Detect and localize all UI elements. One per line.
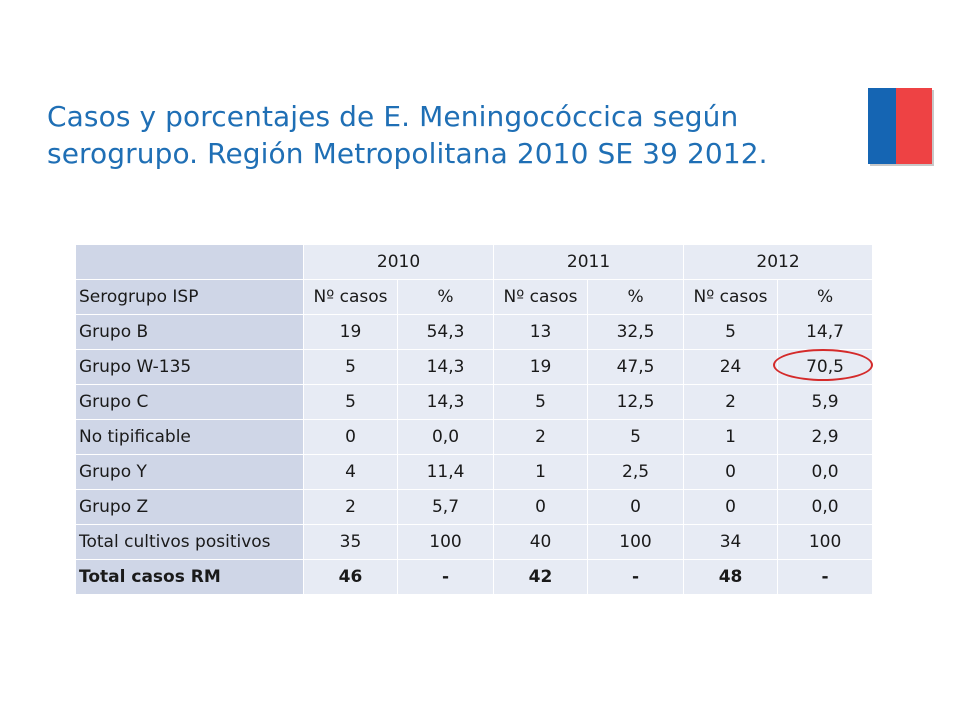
cell-cases-2010: 5 [303, 349, 398, 385]
cell-cases-2012: 5 [683, 314, 779, 350]
cell-cases-2010: 4 [303, 454, 398, 490]
cell-cases-2012: 2 [683, 384, 779, 420]
table-row: Total casos RM 46-42-48- [75, 559, 874, 595]
year-header-row: 2010 2011 2012 [75, 244, 874, 280]
table-row: Grupo Y 4 11,4 1 2,5 0 0,0 [75, 454, 874, 490]
cases-header-2011: Nº casos [493, 279, 589, 315]
table-body: Grupo B 19 54,3 13 32,5 5 14,7 Grupo W-135 5 14,3… [75, 314, 874, 595]
corner-cell [75, 244, 304, 280]
row-label: Grupo C [75, 384, 304, 420]
cell-percent-2011: 12,5 [587, 384, 685, 420]
cell-cases-2012: 0 [683, 454, 779, 490]
cell-percent-2010: 100 [396, 524, 495, 560]
slide-title-line-2: serogrupo. Región Metropolitana 2010 SE … [47, 137, 768, 170]
cell-cases-2012: 48 [683, 559, 779, 595]
cell-cases-2010: 5 [303, 384, 398, 420]
cell-cases-2011: 19 [493, 349, 589, 385]
cell-percent-2010: 14,3 [396, 384, 495, 420]
cell-percent-2011: - [587, 559, 685, 595]
cell-cases-2010: 19 [303, 314, 398, 350]
cell-percent-2012: 14,7 [777, 314, 874, 350]
cell-cases-2011: 0 [493, 489, 589, 525]
cell-cases-2012: 24 [683, 349, 779, 385]
cases-header-2012: Nº casos [683, 279, 779, 315]
cell-percent-2012: 70,5 [777, 349, 874, 385]
cases-header-2010: Nº casos [303, 279, 398, 315]
table-row: No tipificable 0 0,0 2 5 1 2,9 [75, 419, 874, 455]
row-label: Grupo Z [75, 489, 304, 525]
column-header-row: Serogrupo ISP Nº casos % Nº casos % Nº c… [75, 279, 874, 315]
cell-cases-2011: 5 [493, 384, 589, 420]
cell-percent-2011: 100 [587, 524, 685, 560]
cell-cases-2011: 1 [493, 454, 589, 490]
cell-percent-2010: 54,3 [396, 314, 495, 350]
table-row: Grupo C 5 14,3 5 12,5 2 5,9 [75, 384, 874, 420]
table-row: Grupo B 19 54,3 13 32,5 5 14,7 [75, 314, 874, 350]
cell-cases-2010: 46 [303, 559, 398, 595]
cell-cases-2012: 34 [683, 524, 779, 560]
cell-cases-2011: 42 [493, 559, 589, 595]
cell-percent-2010: 14,3 [396, 349, 495, 385]
percent-header-2012: % [777, 279, 874, 315]
cell-percent-2010: 0,0 [396, 419, 495, 455]
cell-percent-2010: 5,7 [396, 489, 495, 525]
cell-cases-2010: 2 [303, 489, 398, 525]
percent-header-2011: % [587, 279, 685, 315]
flag-red-stripe [896, 88, 932, 164]
cell-percent-2012: 5,9 [777, 384, 874, 420]
cell-percent-2011: 0 [587, 489, 685, 525]
year-header-2012: 2012 [683, 244, 874, 280]
cell-percent-2010: 11,4 [396, 454, 495, 490]
cell-percent-2010: - [396, 559, 495, 595]
row-label: Grupo B [75, 314, 304, 350]
table-row: Grupo Z 2 5,7 0 0 0 0,0 [75, 489, 874, 525]
cell-cases-2011: 2 [493, 419, 589, 455]
cell-percent-2011: 32,5 [587, 314, 685, 350]
slide-title-line-1: Casos y porcentajes de E. Meningocóccica… [47, 100, 739, 133]
year-header-2011: 2011 [493, 244, 685, 280]
table-row: Grupo W-135 5 14,3 19 47,5 24 70,5 [75, 349, 874, 385]
chile-flag-logo [868, 88, 932, 164]
cell-cases-2012: 0 [683, 489, 779, 525]
cell-percent-2012: 0,0 [777, 489, 874, 525]
serogroup-header: Serogrupo ISP [75, 279, 304, 315]
year-header-2010: 2010 [302, 244, 495, 280]
cell-cases-2011: 13 [493, 314, 589, 350]
cell-percent-2012: - [777, 559, 874, 595]
cell-cases-2010: 35 [303, 524, 398, 560]
cell-percent-2011: 5 [587, 419, 685, 455]
row-label: No tipificable [75, 419, 304, 455]
row-label: Total casos RM [75, 559, 304, 595]
cell-percent-2012: 2,9 [777, 419, 874, 455]
cell-percent-2012: 100 [777, 524, 874, 560]
cell-cases-2011: 40 [493, 524, 589, 560]
cell-percent-2011: 2,5 [587, 454, 685, 490]
slide-title: Casos y porcentajes de E. Meningocóccica… [47, 98, 847, 172]
cell-cases-2012: 1 [683, 419, 779, 455]
cell-percent-2011: 47,5 [587, 349, 685, 385]
table-row: Total cultivos positivos 35 100 40 100 34 100 [75, 524, 874, 560]
percent-header-2010: % [396, 279, 495, 315]
row-label: Total cultivos positivos [75, 524, 304, 560]
row-label: Grupo Y [75, 454, 304, 490]
cell-percent-2012: 0,0 [777, 454, 874, 490]
serogroup-cases-table: 2010 2011 2012 Serogrupo ISP Nº casos % … [75, 244, 874, 595]
cell-cases-2010: 0 [303, 419, 398, 455]
row-label: Grupo W-135 [75, 349, 304, 385]
flag-blue-stripe [868, 88, 896, 164]
